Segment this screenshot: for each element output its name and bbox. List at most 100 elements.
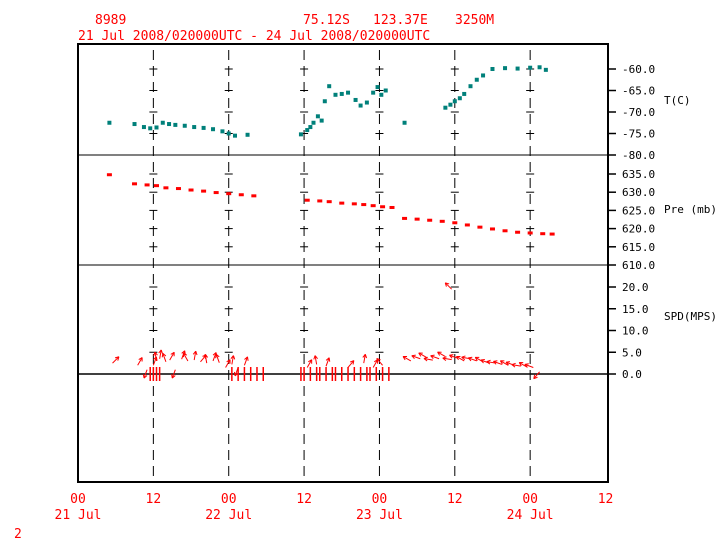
pressure-point: [201, 189, 207, 193]
pressure-point: [251, 194, 257, 198]
wind-arrow: [192, 350, 198, 361]
wind-arrow: [411, 354, 421, 360]
wind-arrow: [112, 356, 120, 364]
temperature-point: [160, 120, 165, 125]
temperature-point: [319, 118, 324, 123]
temperature-point: [220, 129, 225, 134]
pressure-point: [439, 219, 445, 223]
wind_speed-axis-label: SPD(MPS): [664, 310, 717, 323]
temperature-point: [233, 133, 237, 138]
wind-arrow: [153, 351, 158, 362]
pressure-point: [380, 205, 386, 209]
pressure-point: [489, 227, 495, 231]
temperature-point: [226, 131, 231, 136]
pressure-point: [527, 231, 533, 235]
wind-arrow: [161, 352, 167, 362]
wind-arrow: [455, 355, 465, 362]
temperature-point: [474, 77, 479, 82]
temperature-point: [173, 122, 178, 127]
wind-arrow: [499, 360, 509, 366]
temperature-point: [167, 122, 172, 127]
temperature-point: [211, 127, 216, 132]
pressure-point: [402, 216, 408, 220]
wind-arrow: [442, 356, 452, 361]
pressure-point: [163, 186, 169, 190]
pressure-point: [389, 205, 395, 209]
wind-arrow: [203, 353, 209, 364]
station-latitude: 75.12S: [303, 13, 350, 28]
temperature-point: [141, 125, 146, 130]
pressure-point: [326, 200, 332, 204]
pressure-point: [175, 187, 181, 191]
pressure-tick-label-1: 630.0: [622, 186, 655, 199]
wind_speed-tick-label-1: 15.0: [622, 303, 649, 316]
pressure-point: [339, 201, 345, 205]
temperature-point: [358, 103, 363, 108]
wind-arrow: [402, 355, 412, 362]
pressure-tick-label-5: 610.0: [622, 259, 655, 272]
wind-arrow: [182, 352, 189, 362]
pressure-point: [188, 188, 194, 192]
temperature-point: [462, 91, 467, 96]
pressure-point: [427, 218, 433, 222]
wind_speed-tick-label-0: 20.0: [622, 281, 649, 294]
x-date-label-4: 23 Jul: [356, 508, 403, 523]
wind-arrow: [511, 362, 521, 368]
wind-arrow: [518, 362, 528, 368]
wind_speed-tick-label-3: 5.0: [622, 346, 642, 359]
pressure-tick-label-0: 635.0: [622, 168, 655, 181]
temperature-point: [490, 67, 495, 71]
temperature-point: [339, 91, 344, 96]
temperature-point: [503, 66, 508, 71]
x-tick-label-1: 12: [146, 492, 162, 507]
temperature-point: [402, 120, 407, 125]
pressure-tick-label-2: 625.0: [622, 204, 655, 217]
x-date-label-2: 22 Jul: [205, 508, 252, 523]
temperature-point: [443, 105, 448, 110]
temperature-point: [333, 92, 338, 97]
temperature-point: [132, 122, 137, 127]
pressure-point: [317, 199, 323, 203]
wind_speed-tick-label-2: 10.0: [622, 325, 649, 338]
pressure-point: [502, 229, 508, 233]
station-id: 8989: [95, 13, 126, 28]
pressure-point: [106, 173, 112, 177]
wind-arrow: [233, 367, 239, 377]
station-elevation: 3250M: [455, 13, 494, 28]
temperature-point: [515, 66, 520, 71]
wind-arrow: [444, 282, 453, 290]
temperature-tick-label-2: -70.0: [622, 106, 655, 119]
temperature-point: [468, 84, 473, 89]
temperature-tick-label-3: -75.0: [622, 128, 655, 141]
station-longitude: 123.37E: [373, 13, 428, 28]
wind-arrow: [230, 355, 236, 365]
temperature-point: [154, 125, 159, 130]
wind-arrow: [169, 351, 175, 361]
temperature-point: [457, 96, 462, 101]
pressure-point: [452, 221, 458, 225]
wind-arrow: [418, 352, 427, 358]
pressure-point: [351, 202, 357, 206]
wind-arrow: [347, 360, 355, 368]
y-ticks: -60.0 -65.0 -70.0 -75.0 -80.0 T(C) 635.0 630.0 6…: [608, 63, 717, 381]
wind-arrow: [306, 359, 313, 368]
time-range: 21 Jul 2008/020000UTC - 24 Jul 2008/0200…: [78, 29, 430, 44]
x-tick-label-7: 12: [598, 492, 614, 507]
temperature-point: [311, 120, 316, 125]
wind-arrow: [325, 357, 331, 367]
temperature-point: [353, 97, 358, 102]
temperature-point: [448, 102, 453, 107]
temperature-point: [305, 128, 310, 133]
data-layer: [106, 65, 555, 381]
plot-frame: [77, 43, 609, 483]
pressure-tick-label-4: 615.0: [622, 241, 655, 254]
pressure-point: [213, 191, 219, 195]
temperature-point: [322, 99, 327, 104]
temperature-point: [364, 100, 369, 105]
wind-arrow: [362, 353, 368, 364]
pressure-point: [515, 230, 521, 234]
temperature-point: [315, 114, 320, 119]
wind-arrow: [533, 371, 540, 380]
